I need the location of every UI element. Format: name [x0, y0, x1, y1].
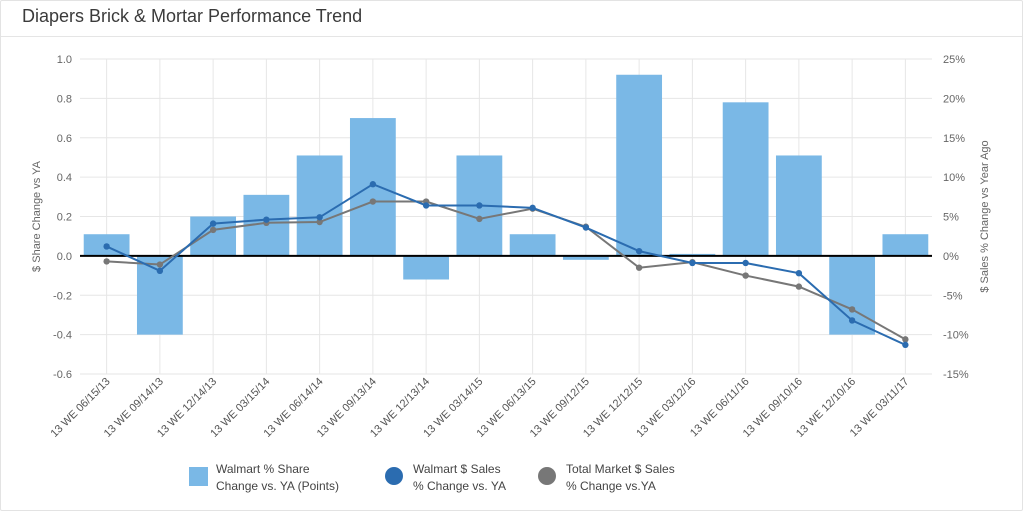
left-axis-tick-label: 1.0 [57, 54, 72, 66]
x-axis-tick-label: 13 WE 03/11/17 [848, 376, 912, 440]
legend-label: Walmart % Share Change vs. YA (Points) [216, 462, 339, 493]
series-point [316, 214, 323, 221]
bar [509, 234, 556, 256]
series-point [582, 224, 590, 231]
bar [296, 155, 343, 256]
bar [722, 102, 769, 256]
left-axis-tick-label: -0.4 [53, 330, 72, 342]
series-point [476, 215, 483, 223]
right-axis-tick-label: 25% [943, 54, 965, 66]
right-axis-tick-label: -5% [943, 290, 963, 302]
series-point [103, 258, 110, 265]
right-axis-tick-label: 20% [943, 93, 965, 105]
series-point [635, 247, 643, 255]
series-point [476, 202, 483, 209]
series-point [103, 243, 110, 250]
left-axis-tick-label: 0.8 [57, 93, 72, 105]
series-point [316, 218, 323, 226]
legend-swatch [538, 467, 556, 485]
series-point [795, 270, 803, 277]
left-axis-tick-label: 0.6 [57, 133, 72, 145]
legend-swatch [385, 467, 403, 485]
bar [882, 234, 929, 256]
series-point [529, 204, 536, 212]
right-axis-tick-label: 0% [943, 251, 959, 263]
series-point [795, 283, 803, 290]
left-axis-title: $ Share Change vs YA [31, 160, 43, 272]
bar [562, 255, 609, 260]
series-point [209, 220, 217, 227]
title-divider [1, 36, 1022, 37]
bar [616, 74, 663, 256]
right-axis-tick-label: -10% [943, 330, 969, 342]
left-axis-tick-label: -0.6 [53, 369, 72, 381]
series-point [156, 261, 164, 268]
right-axis-title: $ Sales % Change vs Year Ago [979, 140, 991, 292]
bar [403, 255, 450, 280]
series-point [902, 336, 909, 343]
right-axis-tick-label: 5% [943, 212, 959, 224]
series-point [369, 181, 377, 188]
series-point [422, 202, 430, 209]
right-axis-tick-label: 15% [943, 133, 965, 145]
series-point [742, 259, 749, 267]
series-point [689, 259, 696, 267]
left-axis-tick-label: 0.0 [57, 251, 72, 263]
series-point [848, 306, 856, 313]
chart-title: Diapers Brick & Mortar Performance Trend [22, 6, 363, 26]
series-point [848, 317, 856, 324]
right-axis-tick-label: -15% [943, 369, 969, 381]
legend-label: Walmart $ Sales % Change vs. YA [413, 462, 506, 493]
series-point [902, 341, 909, 349]
legend-swatch [189, 467, 208, 486]
series-point [369, 198, 377, 205]
right-axis-tick-label: 10% [943, 172, 965, 184]
series-line [106, 200, 906, 341]
series-line [106, 183, 906, 346]
bar [775, 155, 822, 256]
series-point [209, 226, 217, 234]
left-axis-tick-label: 0.4 [57, 172, 72, 184]
series-point [263, 216, 270, 223]
series-point [156, 267, 164, 275]
legend-label: Total Market $ Sales % Change vs.YA [566, 462, 675, 493]
left-axis-tick-label: -0.2 [53, 290, 72, 302]
series-point [742, 272, 749, 279]
series-point [635, 264, 643, 271]
left-axis-tick-label: 0.2 [57, 212, 72, 224]
